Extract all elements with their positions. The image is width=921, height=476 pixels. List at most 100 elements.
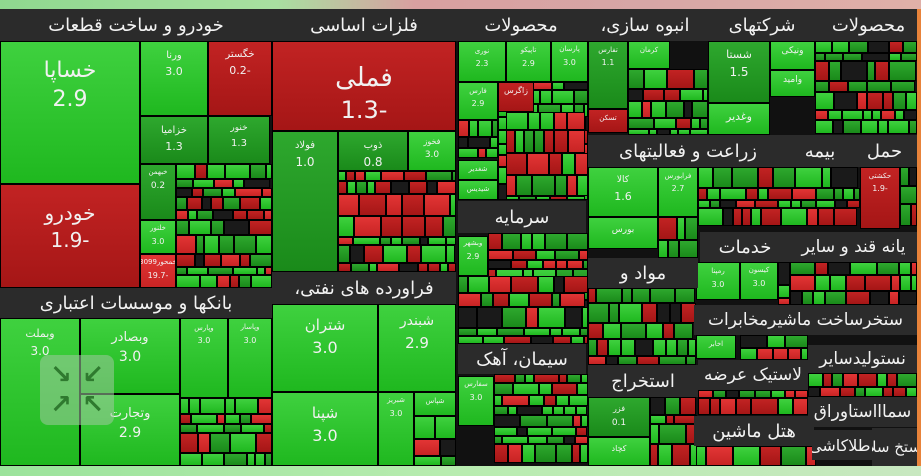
stock-tile[interactable]: فارس 2.9	[458, 82, 498, 120]
stock-tile-small[interactable]	[667, 69, 694, 89]
stock-tile-small[interactable]	[751, 398, 778, 415]
stock-tile-small[interactable]	[176, 188, 192, 197]
stock-tile-small[interactable]	[878, 120, 888, 134]
stock-tile[interactable]: فزر 0.1	[588, 397, 650, 437]
stock-tile-small[interactable]	[247, 210, 264, 220]
stock-tile-small[interactable]	[818, 208, 834, 226]
stock-tile-small[interactable]	[458, 120, 469, 137]
stock-tile-small[interactable]	[554, 112, 567, 130]
stock-tile-small[interactable]	[650, 397, 665, 415]
sector-header-tiles[interactable]: اطلاکاشی	[812, 430, 872, 460]
stock-tile-small[interactable]	[369, 263, 377, 272]
stock-tile-small[interactable]	[176, 235, 196, 254]
stock-tile-small[interactable]	[828, 262, 850, 275]
stock-tile-small[interactable]	[666, 339, 677, 356]
stock-tile-small[interactable]	[642, 101, 651, 118]
stock-tile-small[interactable]	[850, 262, 877, 275]
stock-tile[interactable]: شتران 3.0	[272, 304, 378, 392]
stock-tile-small[interactable]	[621, 323, 646, 339]
stock-tile-small[interactable]	[739, 390, 755, 398]
stock-tile-small[interactable]	[544, 395, 556, 406]
stock-tile-small[interactable]	[825, 53, 843, 61]
stock-tile-small[interactable]	[889, 41, 903, 53]
stock-tile-small[interactable]	[755, 200, 778, 208]
stock-tile[interactable]: ذوب 0.8	[338, 131, 408, 171]
stock-tile-small[interactable]	[677, 217, 685, 240]
stock-tile-small[interactable]	[458, 336, 483, 344]
stock-tile-small[interactable]	[414, 439, 440, 456]
stock-tile-small[interactable]	[857, 92, 867, 110]
stock-tile-small[interactable]	[458, 293, 481, 307]
stock-tile-small[interactable]	[555, 175, 567, 196]
stock-tile-small[interactable]	[407, 245, 421, 263]
stock-tile-small[interactable]	[663, 323, 674, 339]
stock-tile-small[interactable]	[235, 398, 258, 414]
stock-tile-small[interactable]	[247, 453, 255, 466]
stock-tile-small[interactable]	[887, 373, 897, 387]
stock-tile-small[interactable]	[534, 374, 559, 383]
stock-tile-small[interactable]	[608, 339, 621, 356]
sector-header-misc[interactable]: ستخ سلا	[872, 428, 917, 466]
stock-tile-small[interactable]	[191, 414, 217, 424]
stock-tile-small[interactable]	[580, 328, 588, 336]
stock-tile[interactable]: کیسون 3.0	[740, 262, 778, 300]
stock-tile-small[interactable]	[526, 307, 538, 328]
stock-tile-small[interactable]	[203, 188, 222, 197]
stock-tile-small[interactable]	[420, 237, 428, 245]
stock-tile-small[interactable]	[554, 276, 564, 293]
stock-tile-small[interactable]	[834, 92, 857, 110]
stock-tile-small[interactable]	[176, 254, 195, 267]
stock-tile-small[interactable]	[820, 387, 840, 397]
stock-tile-small[interactable]	[552, 90, 574, 104]
stock-tile-small[interactable]	[650, 415, 666, 424]
stock-tile-small[interactable]	[843, 53, 862, 61]
stock-tile-small[interactable]	[240, 197, 260, 210]
stock-tile-small[interactable]	[696, 446, 706, 466]
stock-tile-small[interactable]	[619, 303, 642, 323]
stock-tile-small[interactable]	[733, 208, 742, 226]
stock-tile-small[interactable]	[375, 181, 391, 194]
stock-tile-small[interactable]	[867, 92, 883, 110]
sector-header-transport[interactable]: حمل	[852, 135, 917, 167]
stock-tile-small[interactable]	[686, 356, 696, 365]
stock-tile-small[interactable]	[488, 250, 513, 260]
stock-tile-small[interactable]	[488, 233, 502, 250]
stock-tile-small[interactable]	[668, 240, 679, 258]
stock-tile-small[interactable]	[698, 208, 723, 226]
stock-tile-small[interactable]	[700, 118, 708, 129]
stock-tile-small[interactable]	[900, 275, 911, 291]
stock-tile[interactable]: خساپا 2.9	[0, 41, 140, 184]
sector-header-agri[interactable]: زراعت و فعالیتهای	[588, 135, 788, 167]
sector-header-other[interactable]: نستولیدسایر	[808, 345, 917, 373]
stock-tile-small[interactable]	[468, 276, 489, 293]
stock-tile-small[interactable]	[202, 197, 211, 210]
stock-tile[interactable]: خزامیا 1.3	[140, 116, 208, 164]
stock-tile-small[interactable]	[746, 188, 758, 200]
sector-header-sugar[interactable]: یانه قند و سایر	[790, 232, 917, 262]
stock-tile-small[interactable]	[506, 175, 516, 196]
stock-tile-small[interactable]	[504, 336, 531, 344]
stock-tile-small[interactable]	[364, 245, 383, 263]
stock-tile-small[interactable]	[568, 130, 585, 153]
stock-tile-small[interactable]	[603, 323, 621, 339]
stock-tile-small[interactable]	[494, 406, 508, 415]
sector-header-mass[interactable]: انبوه سازی،	[586, 9, 704, 41]
stock-tile-small[interactable]	[239, 275, 251, 288]
stock-tile-small[interactable]	[707, 188, 720, 200]
stock-tile-small[interactable]	[506, 112, 528, 130]
stock-tile-small[interactable]	[217, 275, 230, 288]
stock-tile-small[interactable]	[830, 275, 846, 291]
sector-header-auto[interactable]: خودرو و ساخت قطعات	[0, 9, 272, 41]
stock-tile-small[interactable]	[829, 61, 841, 81]
stock-tile-small[interactable]	[867, 81, 891, 92]
stock-tile-small[interactable]	[870, 291, 889, 305]
sector-header-insurance[interactable]: بیمه	[788, 135, 852, 167]
stock-tile-small[interactable]	[528, 436, 547, 444]
stock-tile-small[interactable]	[240, 254, 250, 267]
stock-tile[interactable]: وغدیر	[708, 103, 770, 135]
stock-tile[interactable]: تاپیکو 2.9	[506, 41, 551, 82]
stock-tile-small[interactable]	[204, 254, 221, 267]
stock-tile-small[interactable]	[458, 148, 478, 158]
stock-tile-small[interactable]	[567, 112, 585, 130]
stock-tile-small[interactable]	[214, 179, 233, 188]
